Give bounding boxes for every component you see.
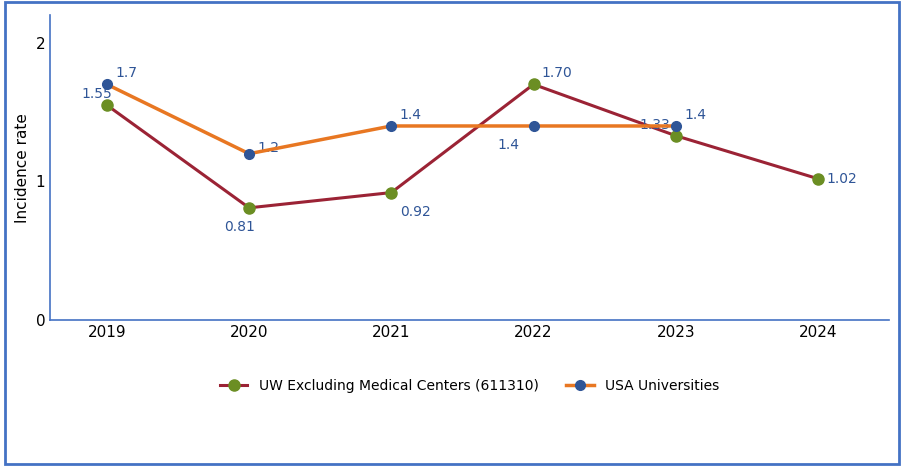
Legend: UW Excluding Medical Centers (611310), USA Universities: UW Excluding Medical Centers (611310), U… [214,374,724,399]
Text: 1.4: 1.4 [497,138,519,152]
Text: 0.92: 0.92 [399,205,430,219]
Text: 1.33: 1.33 [639,117,670,131]
Text: 1.4: 1.4 [684,108,705,122]
Text: 1.70: 1.70 [541,66,572,80]
Text: 1.2: 1.2 [257,141,279,155]
Y-axis label: Incidence rate: Incidence rate [15,113,30,223]
Text: 1.7: 1.7 [115,66,137,80]
Text: 0.81: 0.81 [224,220,255,234]
Text: 1.02: 1.02 [825,171,856,185]
Text: 1.4: 1.4 [399,108,421,122]
Text: 1.55: 1.55 [82,87,113,101]
